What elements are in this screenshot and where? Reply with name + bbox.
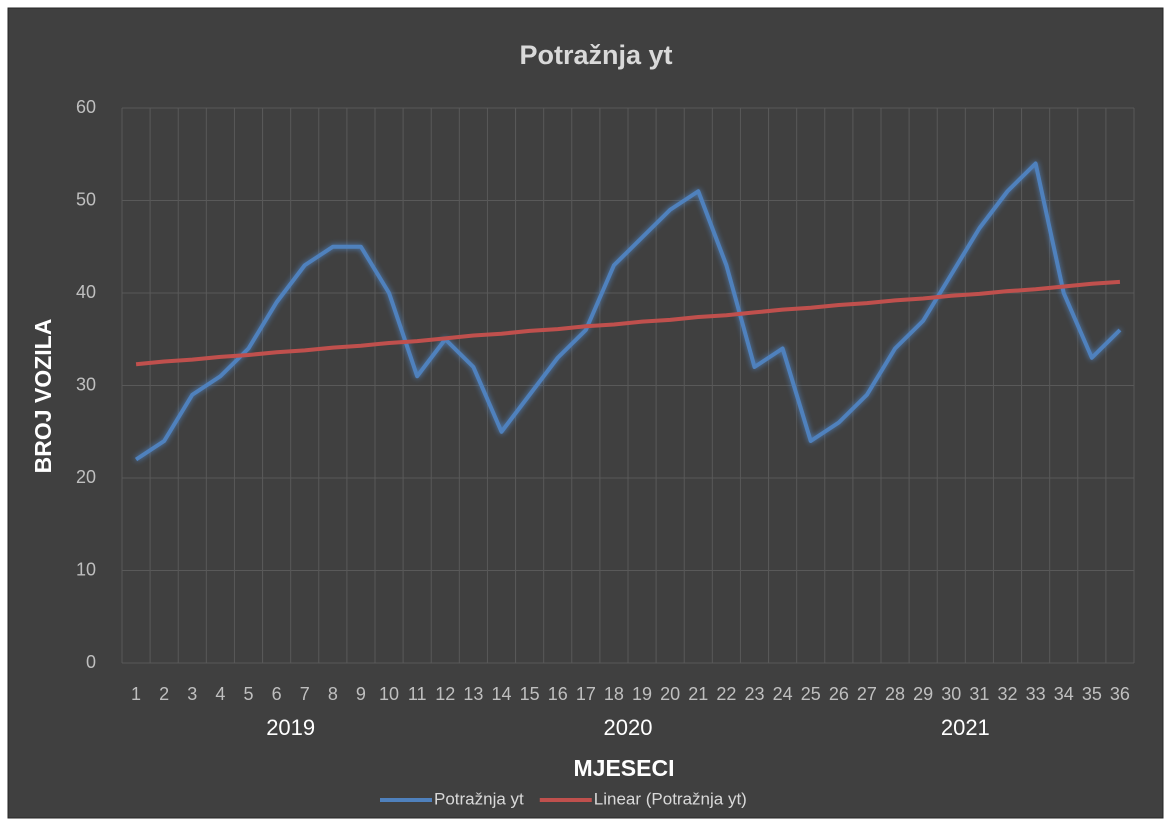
- x-tick-label: 21: [688, 684, 708, 704]
- x-tick-label: 3: [187, 684, 197, 704]
- x-tick-label: 18: [604, 684, 624, 704]
- chart-background: [7, 7, 1164, 819]
- x-tick-label: 5: [243, 684, 253, 704]
- y-tick-label: 0: [86, 652, 96, 672]
- x-tick-label: 22: [716, 684, 736, 704]
- y-tick-label: 10: [76, 559, 96, 579]
- x-tick-label: 20: [660, 684, 680, 704]
- x-tick-label: 17: [576, 684, 596, 704]
- x-tick-label: 23: [744, 684, 764, 704]
- x-tick-label: 1: [131, 684, 141, 704]
- x-tick-label: 26: [829, 684, 849, 704]
- x-tick-label: 19: [632, 684, 652, 704]
- x-tick-label: 24: [773, 684, 793, 704]
- x-axis-title: MJESECI: [574, 755, 675, 781]
- y-axis-title: BROJ VOZILA: [30, 319, 56, 474]
- x-tick-label: 10: [379, 684, 399, 704]
- year-label: 2021: [941, 715, 990, 740]
- x-tick-label: 29: [913, 684, 933, 704]
- x-tick-label: 33: [1026, 684, 1046, 704]
- x-tick-label: 36: [1110, 684, 1130, 704]
- x-tick-label: 6: [272, 684, 282, 704]
- y-tick-label: 60: [76, 97, 96, 117]
- x-tick-label: 11: [408, 684, 427, 704]
- x-tick-label: 7: [300, 684, 310, 704]
- x-tick-label: 12: [435, 684, 455, 704]
- x-tick-label: 27: [857, 684, 877, 704]
- year-label: 2020: [604, 715, 653, 740]
- x-tick-label: 2: [159, 684, 169, 704]
- year-label: 2019: [266, 715, 315, 740]
- x-tick-label: 30: [941, 684, 961, 704]
- x-tick-label: 28: [885, 684, 905, 704]
- chart-title: Potražnja yt: [519, 40, 672, 70]
- x-tick-label: 25: [801, 684, 821, 704]
- y-tick-label: 50: [76, 189, 96, 209]
- x-tick-label: 4: [215, 684, 225, 704]
- x-tick-label: 15: [520, 684, 540, 704]
- x-tick-label: 8: [328, 684, 338, 704]
- series-line: [135, 279, 1121, 367]
- legend-label: Potražnja yt: [434, 789, 524, 808]
- x-tick-label: 14: [491, 684, 511, 704]
- series-line: [134, 161, 1122, 462]
- x-tick-label: 13: [463, 684, 483, 704]
- y-tick-label: 40: [76, 282, 96, 302]
- x-tick-label: 31: [969, 684, 989, 704]
- y-tick-label: 30: [76, 374, 96, 394]
- x-tick-label: 9: [356, 684, 366, 704]
- x-tick-label: 34: [1054, 684, 1074, 704]
- x-tick-label: 32: [997, 684, 1017, 704]
- legend-label: Linear (Potražnja yt): [594, 789, 747, 808]
- x-tick-label: 16: [548, 684, 568, 704]
- y-tick-label: 20: [76, 467, 96, 487]
- x-tick-label: 35: [1082, 684, 1102, 704]
